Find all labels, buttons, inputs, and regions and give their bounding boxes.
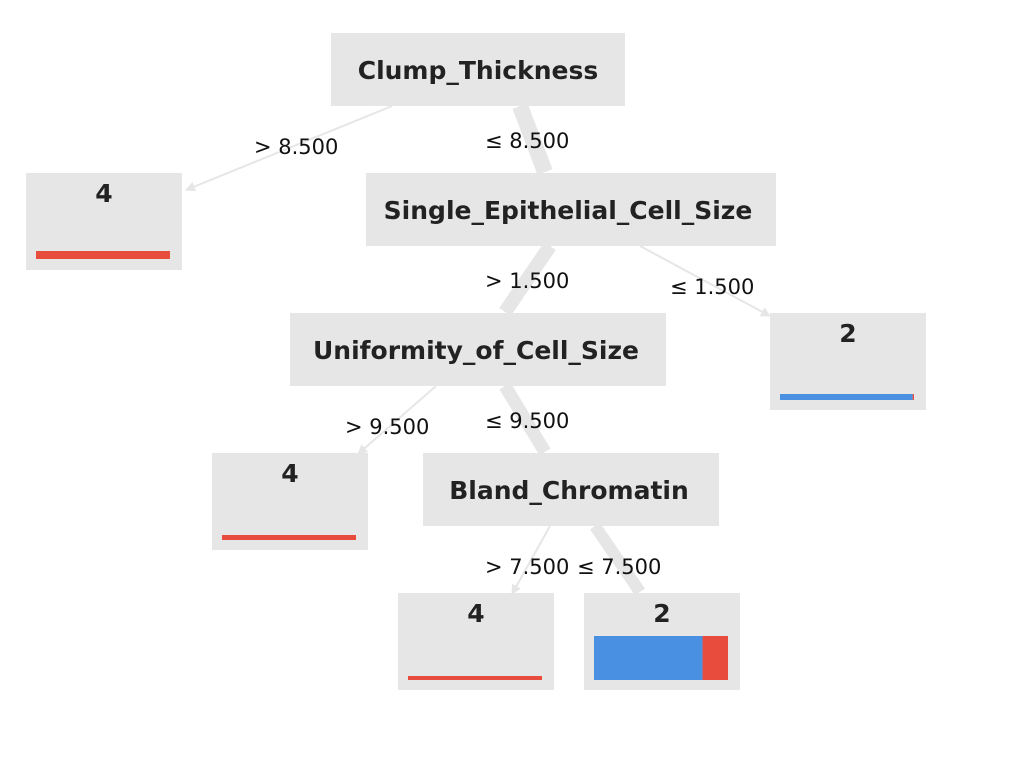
edge-split2-to-leaf2 (639, 245, 771, 317)
edges (185, 103, 771, 596)
leaf-node-3-label: 4 (281, 459, 298, 488)
edge-split3-to-leaf3 (357, 385, 437, 455)
split-node-4-label: Bland_Chromatin (449, 476, 689, 505)
leaf-node-4-label: 4 (467, 599, 484, 628)
edge-root-to-split2 (512, 103, 553, 175)
edge-label-split2-leaf2: ≤ 1.500 (670, 275, 754, 299)
leaf-node-5-label: 2 (653, 599, 670, 628)
leaf-node-2-label: 2 (839, 319, 856, 348)
edge-split4-to-leaf5 (590, 522, 645, 596)
leaf-node-3-bar-class4 (222, 535, 356, 540)
leaf-node-2-bar-class4 (912, 394, 914, 400)
edge-split2-to-split3 (499, 242, 556, 316)
edge-root-to-leaf1 (185, 105, 393, 192)
edge-labels: > 8.500 ≤ 8.500 > 1.500 ≤ 1.500 > 9.500 … (254, 129, 754, 579)
leaf-node-1: 4 (26, 173, 182, 270)
edge-label-root-leaf1: > 8.500 (254, 135, 338, 159)
split-node-2-label: Single_Epithelial_Cell_Size (384, 196, 753, 225)
edge-split3-to-split4 (499, 382, 551, 456)
edge-label-split3-leaf3: > 9.500 (345, 415, 429, 439)
leaf-node-5-bar-class4 (702, 636, 728, 680)
split-node-2: Single_Epithelial_Cell_Size (366, 173, 776, 246)
edge-label-split4-leaf5: ≤ 7.500 (577, 555, 661, 579)
split-node-3: Uniformity_of_Cell_Size (290, 313, 666, 386)
split-node-3-label: Uniformity_of_Cell_Size (313, 336, 639, 365)
leaf-node-4: 4 (398, 593, 554, 690)
edge-split4-to-leaf4 (511, 525, 551, 595)
leaf-node-5-bar-class2 (594, 636, 703, 680)
leaf-node-3: 4 (212, 453, 368, 550)
leaf-node-2: 2 (770, 313, 926, 410)
edge-label-split4-leaf4: > 7.500 (485, 555, 569, 579)
leaf-node-1-label: 4 (95, 179, 112, 208)
split-node-4: Bland_Chromatin (423, 453, 719, 526)
edge-label-root-split2: ≤ 8.500 (485, 129, 569, 153)
split-node-root: Clump_Thickness (331, 33, 625, 106)
leaf-node-1-bar-class4 (36, 251, 170, 259)
leaf-node-2-bar-class2 (780, 394, 913, 400)
split-node-root-label: Clump_Thickness (358, 56, 599, 85)
leaf-node-5: 2 (584, 593, 740, 690)
edge-label-split3-split4: ≤ 9.500 (485, 409, 569, 433)
leaf-node-4-bar-class4 (408, 676, 542, 680)
edge-label-split2-split3: > 1.500 (485, 269, 569, 293)
